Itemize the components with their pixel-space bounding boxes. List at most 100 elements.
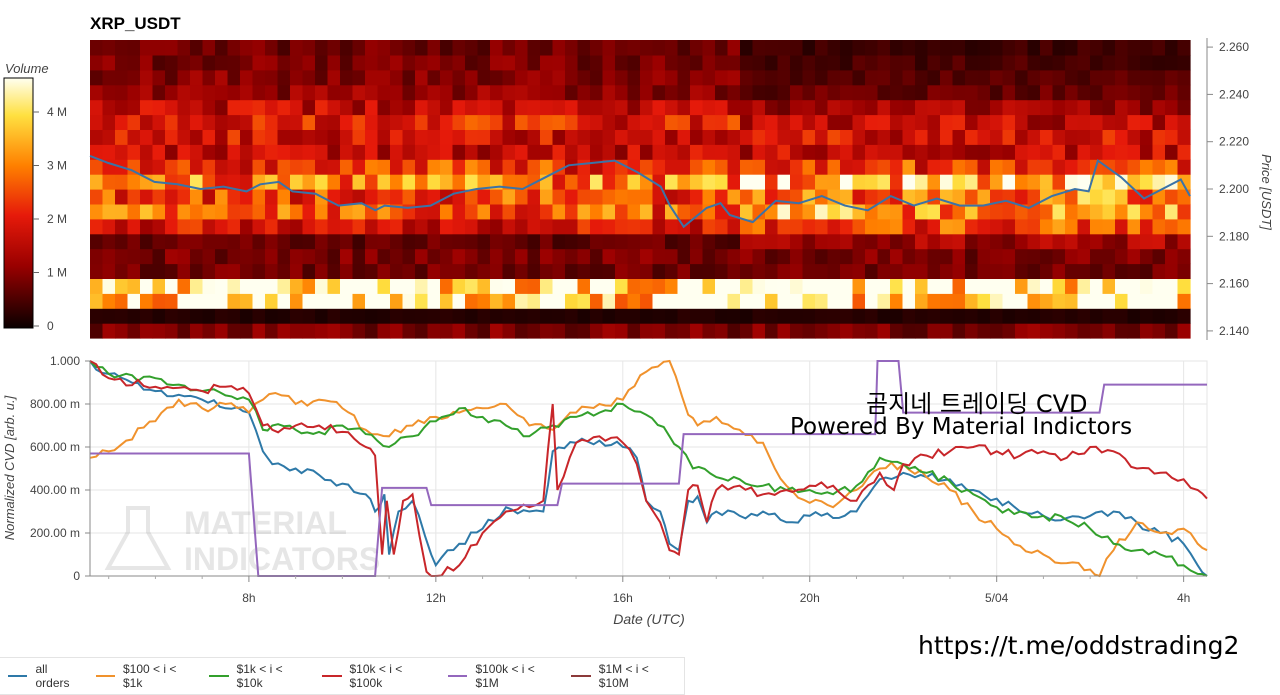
heatmap-cell <box>202 54 216 71</box>
heatmap-cell <box>477 84 491 101</box>
heatmap-cell <box>552 308 566 324</box>
heatmap-cell <box>490 189 504 205</box>
heatmap-cell <box>340 99 354 116</box>
heatmap-cell <box>140 189 154 205</box>
heatmap-cell <box>840 323 854 339</box>
legend-item[interactable]: $100 < i < $1k <box>95 662 198 690</box>
heatmap-cell <box>390 40 404 56</box>
heatmap-cell <box>240 233 254 250</box>
heatmap-cell <box>465 263 479 279</box>
heatmap-cell <box>565 129 579 145</box>
heatmap-cell <box>802 278 816 294</box>
heatmap-cell <box>665 69 679 86</box>
heatmap-cell <box>927 40 941 56</box>
heatmap-cell <box>952 99 966 116</box>
heatmap-cell <box>1165 233 1179 250</box>
heatmap-cell <box>415 144 429 160</box>
heatmap-cell <box>1165 129 1179 145</box>
legend-item[interactable]: $10k < i < $100k <box>322 662 436 690</box>
heatmap-cell <box>90 40 104 56</box>
heatmap-cell <box>1090 54 1104 71</box>
heatmap-cell <box>377 99 391 116</box>
heatmap-cell <box>640 144 654 160</box>
heatmap-cell <box>90 263 104 279</box>
heatmap-cell <box>327 129 341 145</box>
heatmap-cell <box>165 278 179 294</box>
legend-item[interactable]: all orders <box>8 662 84 690</box>
legend-item[interactable]: $1k < i < $10k <box>209 662 310 690</box>
heatmap-cell <box>977 99 991 116</box>
heatmap-cell <box>440 248 454 265</box>
heatmap-cell <box>740 323 754 339</box>
heatmap-cell <box>177 248 191 265</box>
heatmap-cell <box>1165 293 1179 309</box>
heatmap-cell <box>952 308 966 324</box>
heatmap-cell <box>952 218 966 235</box>
heatmap-cell <box>1052 203 1066 220</box>
heatmap-cell <box>952 248 966 265</box>
heatmap-cell <box>877 263 891 279</box>
heatmap-cell <box>777 323 791 339</box>
heatmap-cell <box>140 99 154 116</box>
heatmap-cell <box>1002 159 1016 175</box>
heatmap-cell <box>527 159 541 175</box>
heatmap-cell <box>627 189 641 205</box>
heatmap-cell <box>1115 40 1129 56</box>
heatmap-cell <box>1115 248 1129 265</box>
heatmap-cell <box>402 129 416 145</box>
heatmap-cell <box>327 203 341 220</box>
legend-item[interactable]: $1M < i < $10M <box>571 662 680 690</box>
heatmap-cell <box>452 203 466 220</box>
heatmap-cell <box>415 99 429 116</box>
heatmap-cell <box>752 40 766 56</box>
telegram-link[interactable]: https://t.me/oddstrading2 <box>918 631 1240 660</box>
heatmap-cell <box>90 84 104 101</box>
heatmap-cell <box>727 129 741 145</box>
heatmap-cell <box>1115 84 1129 101</box>
legend-item[interactable]: $100k < i < $1M <box>447 662 559 690</box>
heatmap-cell <box>477 144 491 160</box>
heatmap-cell <box>902 54 916 71</box>
watermark-line-2: INDICATORS <box>184 541 380 577</box>
heatmap-cell <box>752 323 766 339</box>
heatmap-cell <box>740 293 754 309</box>
heatmap-cell <box>752 248 766 265</box>
heatmap-cell <box>290 54 304 71</box>
heatmap-cell <box>865 248 879 265</box>
heatmap-cell <box>365 218 379 235</box>
heatmap-cell <box>802 174 816 190</box>
heatmap-cell <box>552 114 566 130</box>
heatmap-cell <box>965 248 979 265</box>
heatmap-cell <box>627 323 641 339</box>
heatmap-cell <box>277 248 291 265</box>
heatmap-cell <box>565 323 579 339</box>
heatmap-cell <box>365 99 379 116</box>
heatmap-cell <box>615 203 629 220</box>
heatmap-cell <box>440 54 454 71</box>
heatmap-cell <box>402 189 416 205</box>
heatmap-cell <box>252 308 266 324</box>
heatmap-cell <box>215 84 229 101</box>
colorbar-title: Volume <box>5 61 49 76</box>
colorbar-tick-label: 3 M <box>47 159 67 173</box>
heatmap-cell <box>415 54 429 71</box>
heatmap-cell <box>127 144 141 160</box>
heatmap-cell <box>852 278 866 294</box>
heatmap-cell <box>127 114 141 130</box>
heatmap-cell <box>890 308 904 324</box>
heatmap-cell <box>527 99 541 116</box>
heatmap-cell <box>415 159 429 175</box>
heatmap-cell <box>777 84 791 101</box>
heatmap-cell <box>515 54 529 71</box>
heatmap-cell <box>465 218 479 235</box>
heatmap-cell <box>1152 129 1166 145</box>
heatmap-cell <box>90 308 104 324</box>
heatmap-cell <box>977 278 991 294</box>
heatmap-cell <box>527 278 541 294</box>
heatmap-cell <box>102 40 116 56</box>
heatmap-cell <box>277 263 291 279</box>
heatmap-cell <box>527 203 541 220</box>
heatmap-cell <box>1102 248 1116 265</box>
heatmap-cell <box>902 308 916 324</box>
heatmap-cell <box>302 174 316 190</box>
